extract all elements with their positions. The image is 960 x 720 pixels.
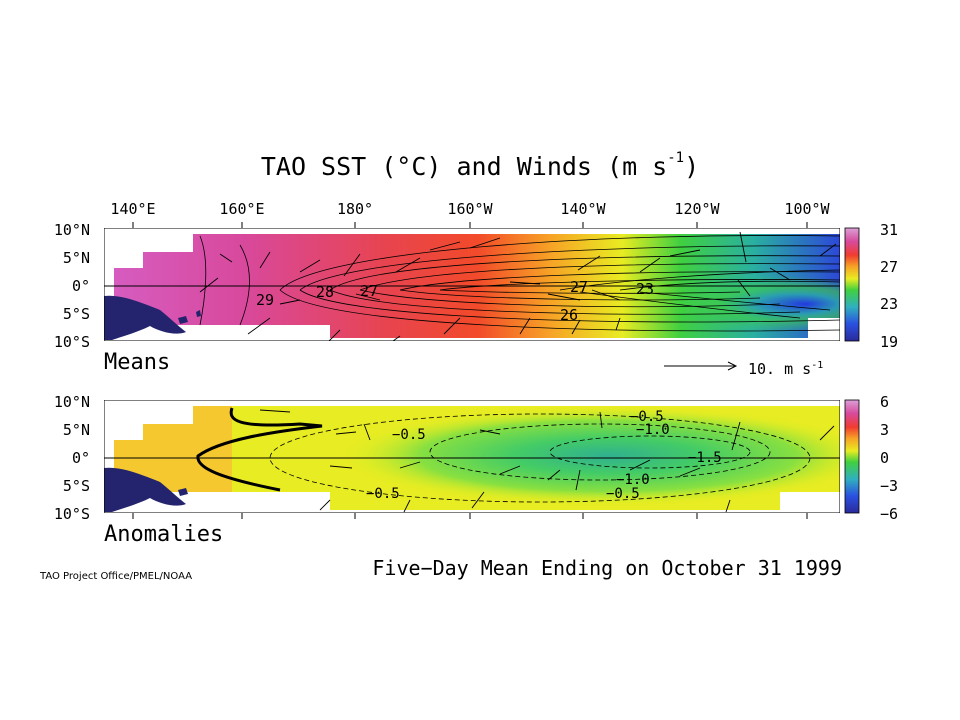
anom-contour-label: −0.5 (392, 427, 426, 443)
anom-land-new-guinea (104, 467, 186, 512)
anom-contour-label: −0.5 (630, 409, 664, 425)
means-contour-label: 27 (360, 282, 378, 300)
anom-cbar-tick: 6 (880, 393, 890, 411)
anom-cbar-tick: 3 (880, 421, 890, 439)
anom-zero-contour (196, 407, 323, 492)
means-panel-label: Means (104, 350, 171, 375)
credit-text: TAO Project Office/PMEL/NOAA (40, 571, 193, 582)
footer-caption: Five−Day Mean Ending on October 31 1999 (372, 556, 842, 580)
reference-vector-arrow (664, 361, 738, 371)
lon-label-160w: 160°W (447, 200, 493, 218)
anom-contour-label: −1.0 (616, 472, 650, 488)
means-axis-ticks (132, 222, 808, 228)
means-contour-label: 28 (316, 283, 334, 301)
lon-label-140w: 140°W (560, 200, 606, 218)
means-lat-label-5n: 5°N (62, 249, 90, 267)
means-lat-label-eq: 0° (71, 277, 90, 295)
lon-label-140e: 140°E (110, 200, 156, 218)
means-contour-label: 27 (570, 278, 588, 296)
anom-contour-label: −1.5 (688, 450, 722, 466)
chart-title: TAO SST (°C) and Winds (m s-1) (260, 150, 700, 181)
lon-label-160e: 160°E (219, 200, 265, 218)
means-cold-tongue (500, 257, 840, 338)
means-lat-label-5s: 5°S (62, 305, 90, 323)
anom-contour-label: −0.5 (606, 486, 640, 502)
anom-wind-vectors (259, 409, 835, 513)
means-wind-vectors (199, 231, 837, 341)
means-cbar-tick: 23 (880, 295, 899, 313)
means-lat-label-10s: 10°S (53, 333, 90, 351)
lon-label-180: 180° (336, 200, 374, 218)
anom-lat-label-eq: 0° (71, 449, 90, 467)
means-land-new-guinea (104, 295, 186, 340)
anom-sst-warm (114, 406, 232, 492)
means-cbar-tick: 27 (880, 258, 899, 276)
reference-vector-label: 10. m s-1 (748, 360, 824, 378)
means-contours (199, 235, 840, 332)
anom-lat-label-10s: 10°S (53, 505, 90, 523)
means-contour-label: 29 (256, 291, 274, 309)
anom-lat-label-10n: 10°N (53, 393, 90, 411)
anom-colorbar (844, 399, 860, 514)
means-land-islands (178, 310, 201, 324)
anom-land-islands (178, 488, 188, 496)
anom-lat-label-5s: 5°S (62, 477, 90, 495)
anom-lat-label-5n: 5°N (62, 421, 90, 439)
means-lat-label-10n: 10°N (53, 221, 90, 239)
anom-cbar-tick: −3 (880, 477, 899, 495)
anom-contour-label: −0.5 (366, 486, 400, 502)
anomalies-panel: −0.5 −0.5 −0.5 −0.5 −1.0 −1.0 −1.5 (104, 400, 840, 513)
anom-cold-core (260, 400, 840, 512)
anomalies-panel-label: Anomalies (104, 522, 224, 547)
means-contour-label: 26 (560, 306, 578, 324)
anom-cbar-tick: 0 (880, 449, 890, 467)
lon-label-120w: 120°W (674, 200, 720, 218)
means-panel: 29 28 27 26 27 23 (104, 228, 840, 341)
means-colorbar (844, 227, 860, 342)
means-contour-label: 23 (636, 280, 654, 298)
anom-axis-ticks (132, 513, 808, 519)
anom-cbar-tick: −6 (880, 505, 899, 523)
anom-contour-label: −1.0 (636, 422, 670, 438)
means-cbar-tick: 31 (880, 221, 899, 239)
means-cbar-tick: 19 (880, 333, 899, 351)
lon-label-100w: 100°W (784, 200, 830, 218)
